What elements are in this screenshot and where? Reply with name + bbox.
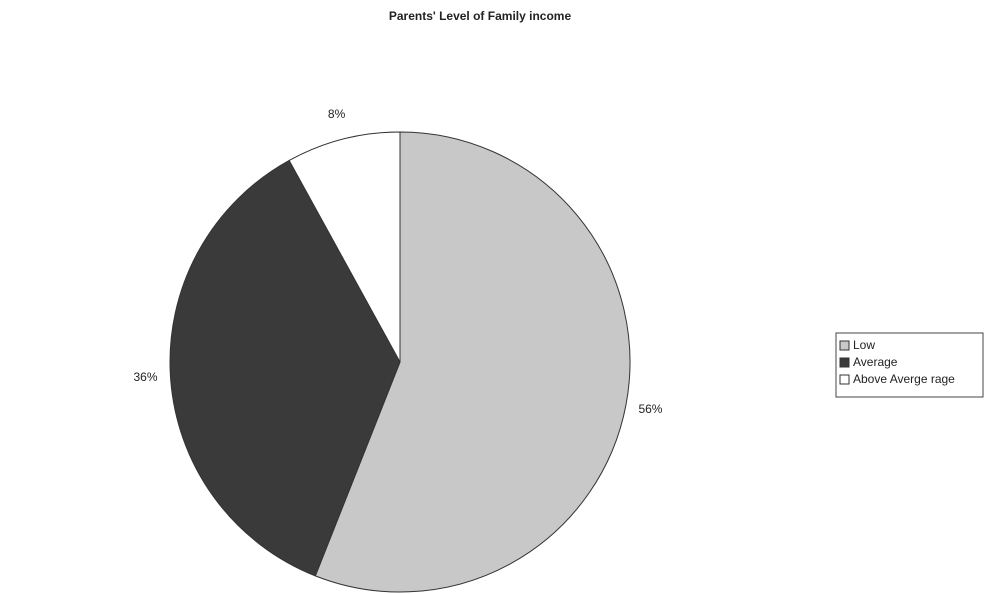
legend-label: Low xyxy=(853,338,875,352)
data-label: 56% xyxy=(638,402,662,416)
pie-slice xyxy=(314,131,631,593)
data-label: 8% xyxy=(328,107,346,121)
pie-slice xyxy=(288,131,401,363)
legend-box xyxy=(835,332,984,398)
legend-swatch xyxy=(839,357,850,368)
legend-label: Above Averge rage xyxy=(853,372,955,386)
legend-swatch xyxy=(839,374,850,385)
legend-label: Average xyxy=(853,355,898,369)
pie-slice xyxy=(169,159,401,577)
data-label: 36% xyxy=(133,370,157,384)
legend-swatch xyxy=(839,340,850,351)
chart-title: Parents' Level of Family income xyxy=(389,9,572,23)
